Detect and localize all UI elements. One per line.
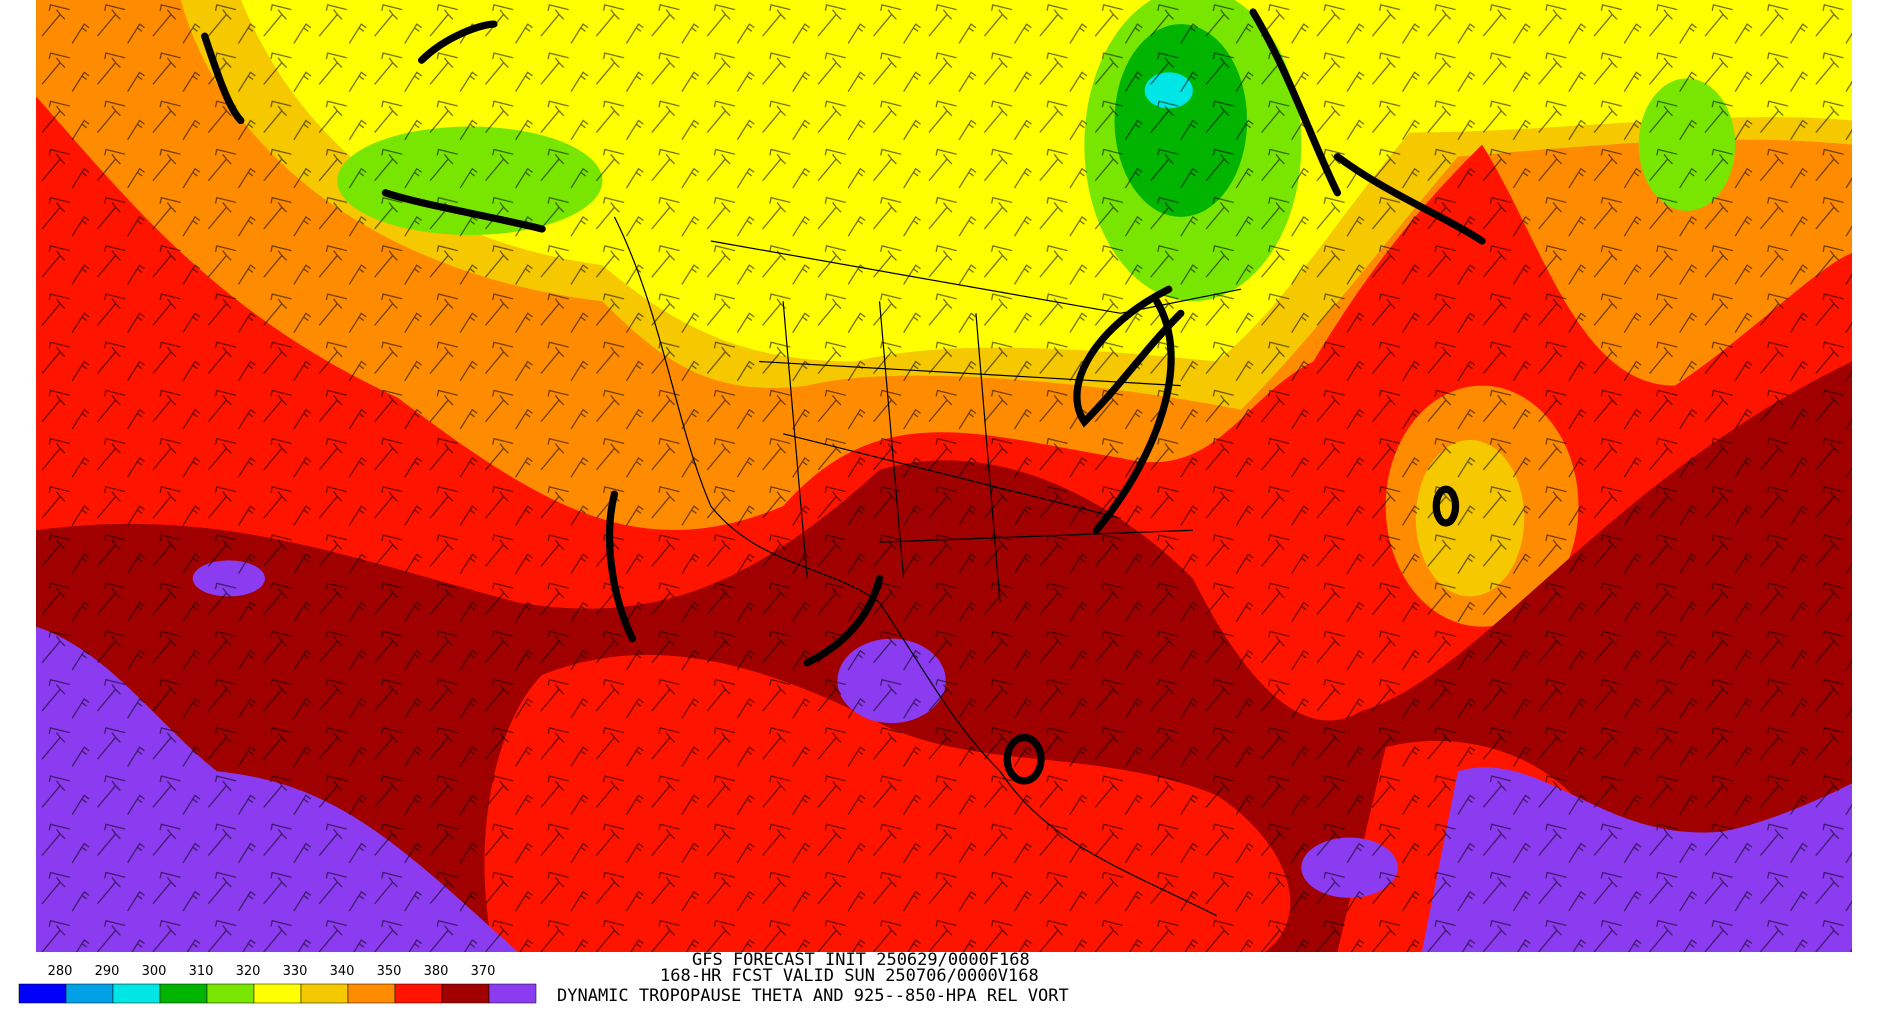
legend-swatch (112, 983, 161, 1004)
legend-swatch (18, 983, 67, 1004)
legend-label: 310 (189, 964, 214, 979)
legend-swatch (441, 983, 490, 1004)
legend-swatch (488, 983, 537, 1004)
color-legend: 280 290 300 310 320 330 340 350 380 370 (18, 964, 537, 1004)
legend-swatch (347, 983, 396, 1004)
legend-swatch (206, 983, 255, 1004)
legend-label: 380 (424, 964, 449, 979)
title-line: 168-HR FCST VALID SUN 250706/0000V168 (660, 966, 1039, 986)
legend-swatch (300, 983, 349, 1004)
legend-label: 340 (330, 964, 355, 979)
legend-swatch (253, 983, 302, 1004)
legend-label: 330 (283, 964, 308, 979)
legend-label: 320 (236, 964, 261, 979)
legend-swatch (394, 983, 443, 1004)
legend-label: 350 (377, 964, 402, 979)
legend-label: 280 (48, 964, 73, 979)
title-line: DYNAMIC TROPOPAUSE THETA AND 925--850-HP… (557, 986, 1069, 1006)
legend-label: 290 (95, 964, 120, 979)
legend-swatch (65, 983, 114, 1004)
legend-swatch (159, 983, 208, 1004)
legend-label: 370 (471, 964, 496, 979)
weather-map (36, 0, 1852, 952)
legend-label: 300 (142, 964, 167, 979)
title-line: GFS FORECAST INIT 250629/0000F168 (692, 950, 1030, 970)
